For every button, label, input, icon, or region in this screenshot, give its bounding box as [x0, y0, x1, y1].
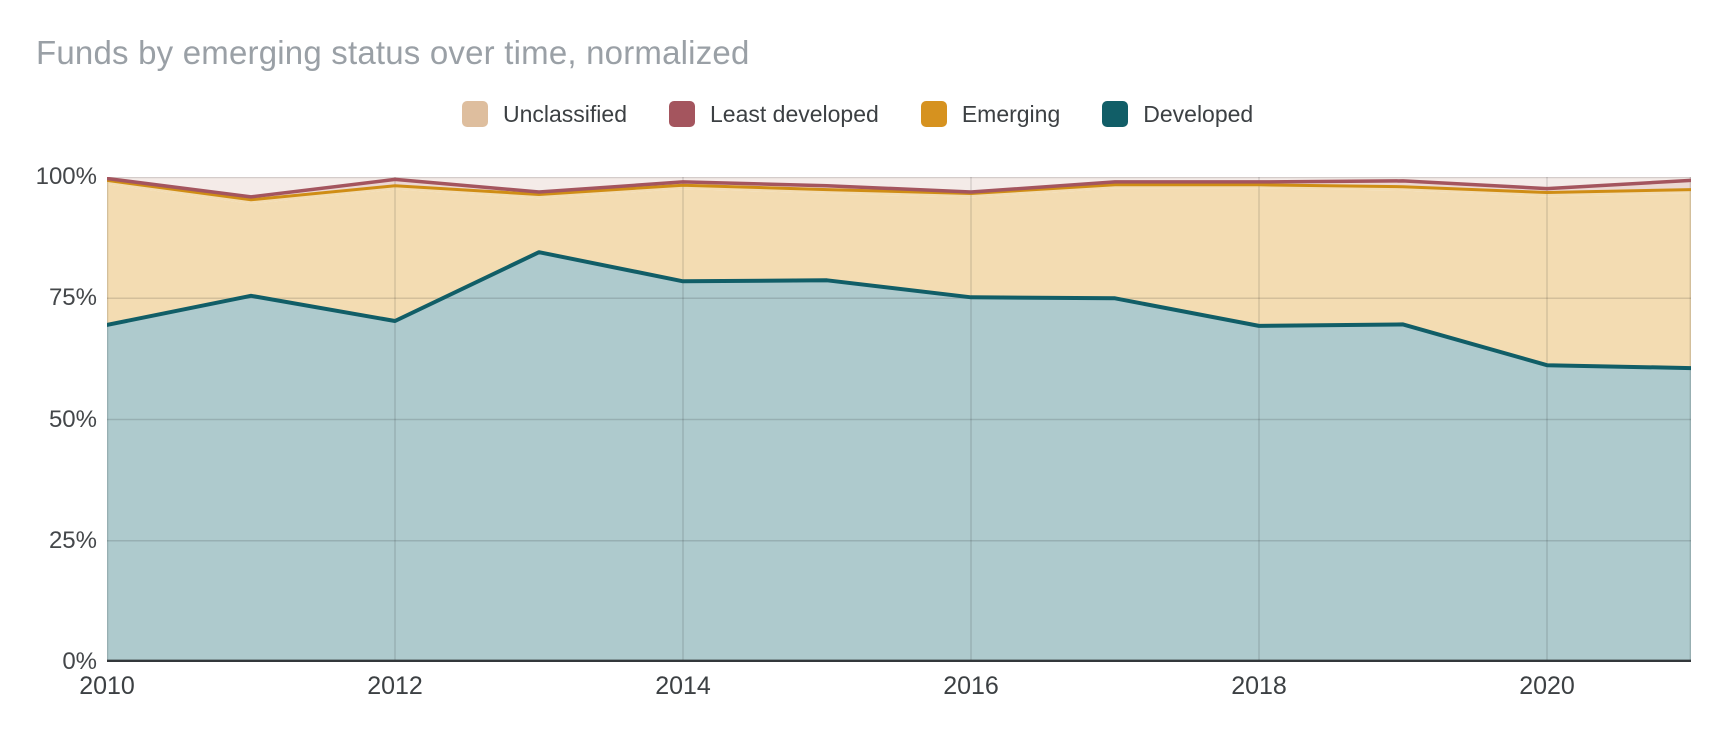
legend-item-least-developed: Least developed	[669, 101, 879, 128]
y-axis-tick-75: 75%	[48, 284, 97, 312]
least-developed-swatch-icon	[669, 101, 695, 127]
y-axis-tick-50: 50%	[48, 405, 97, 433]
stacked-area-plot	[107, 177, 1691, 662]
legend-item-unclassified: Unclassified	[462, 101, 627, 128]
legend-label: Unclassified	[503, 100, 627, 127]
legend-label: Emerging	[961, 100, 1061, 127]
legend-label: Least developed	[710, 100, 879, 127]
legend: Unclassified Least developed Emerging De…	[462, 98, 1253, 130]
unclassified-swatch-icon	[462, 101, 488, 127]
x-axis-tick-2020: 2020	[1519, 672, 1575, 700]
developed-swatch-icon	[1102, 101, 1129, 127]
legend-label: Developed	[1143, 100, 1254, 127]
legend-item-emerging: Emerging	[920, 100, 1061, 128]
legend-item-developed: Developed	[1102, 101, 1253, 128]
y-axis-tick-100: 100%	[35, 163, 97, 190]
x-axis-tick-2014: 2014	[655, 672, 711, 700]
y-axis-tick-0: 0%	[62, 648, 97, 675]
x-axis-tick-2018: 2018	[1231, 672, 1287, 700]
chart-title: Funds by emerging status over time, norm…	[36, 34, 750, 71]
x-axis-tick-2012: 2012	[367, 672, 423, 700]
emerging-swatch-icon	[920, 101, 947, 127]
x-axis-tick-2010: 2010	[79, 672, 135, 700]
y-axis-tick-25: 25%	[48, 526, 97, 554]
x-axis-tick-2016: 2016	[943, 672, 999, 700]
